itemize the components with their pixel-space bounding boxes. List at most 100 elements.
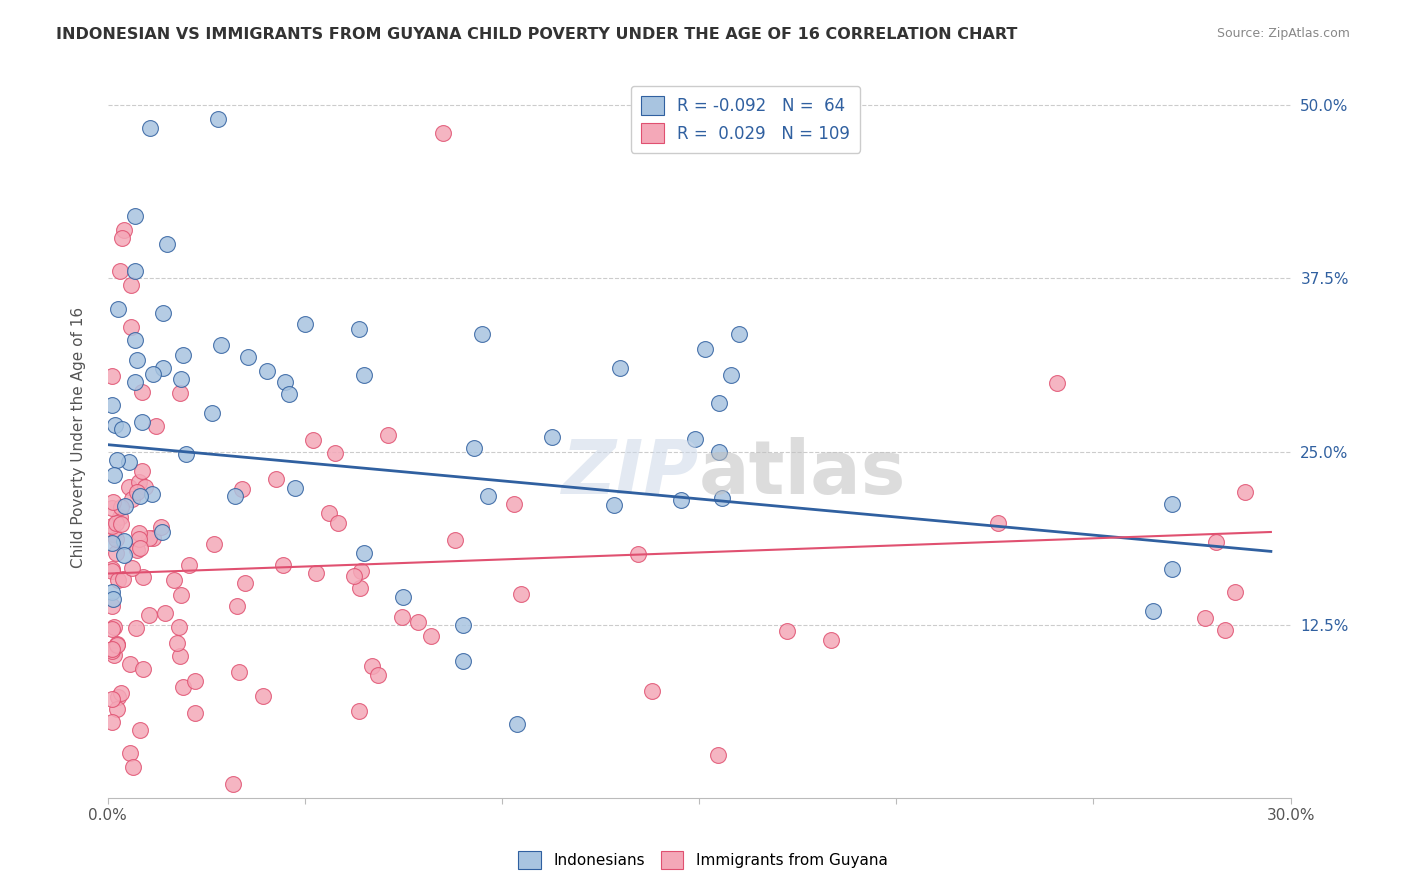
Point: [112, 534, 135, 549]
Point: [264, 471, 287, 485]
Point: [105, 638, 128, 652]
Point: [233, 575, 256, 590]
Point: [451, 617, 474, 632]
Point: [107, 573, 129, 587]
Point: [100, 644, 122, 658]
Point: [349, 581, 371, 595]
Point: [141, 367, 163, 381]
Point: [150, 524, 173, 539]
Point: [120, 746, 142, 760]
Point: [107, 690, 129, 705]
Point: [347, 321, 370, 335]
Point: [127, 484, 149, 499]
Point: [110, 686, 132, 700]
Point: [207, 112, 229, 126]
Point: [103, 495, 125, 509]
Point: [100, 562, 122, 576]
Point: [120, 278, 142, 293]
Point: [150, 520, 173, 534]
Point: [132, 570, 155, 584]
Point: [142, 531, 165, 545]
Point: [169, 648, 191, 663]
Point: [509, 587, 531, 601]
Text: INDONESIAN VS IMMIGRANTS FROM GUYANA CHILD POVERTY UNDER THE AGE OF 16 CORRELATI: INDONESIAN VS IMMIGRANTS FROM GUYANA CHI…: [56, 27, 1018, 42]
Point: [609, 361, 631, 376]
Point: [669, 493, 692, 508]
Point: [112, 223, 135, 237]
Point: [301, 433, 323, 447]
Point: [145, 418, 167, 433]
Point: [183, 706, 205, 721]
Point: [127, 543, 149, 558]
Point: [323, 446, 346, 460]
Point: [347, 704, 370, 718]
Point: [294, 317, 316, 331]
Point: [110, 500, 132, 514]
Point: [169, 372, 191, 386]
Point: [118, 480, 141, 494]
Point: [100, 599, 122, 614]
Point: [419, 629, 441, 643]
Point: [138, 607, 160, 622]
Point: [1046, 376, 1069, 391]
Point: [224, 489, 246, 503]
Point: [134, 479, 156, 493]
Point: [353, 368, 375, 383]
Point: [121, 491, 143, 506]
Point: [112, 572, 135, 586]
Point: [707, 396, 730, 410]
Point: [209, 338, 232, 352]
Point: [124, 209, 146, 223]
Point: [184, 674, 207, 689]
Point: [471, 326, 494, 341]
Point: [132, 662, 155, 676]
Point: [103, 467, 125, 482]
Point: [104, 418, 127, 433]
Point: [1205, 534, 1227, 549]
Point: [121, 561, 143, 575]
Point: [103, 648, 125, 662]
Point: [987, 516, 1010, 530]
Point: [100, 369, 122, 384]
Point: [820, 633, 842, 648]
Point: [163, 574, 186, 588]
Point: [392, 590, 415, 604]
Point: [129, 541, 152, 556]
Point: [685, 432, 707, 446]
Point: [710, 491, 733, 505]
Point: [318, 506, 340, 520]
Point: [179, 558, 201, 572]
Point: [103, 620, 125, 634]
Point: [377, 428, 399, 442]
Point: [169, 386, 191, 401]
Point: [406, 615, 429, 629]
Point: [156, 236, 179, 251]
Point: [707, 445, 730, 459]
Point: [152, 361, 174, 376]
Point: [131, 384, 153, 399]
Point: [125, 353, 148, 368]
Point: [505, 717, 527, 731]
Point: [603, 499, 626, 513]
Point: [432, 126, 454, 140]
Point: [128, 526, 150, 541]
Point: [112, 548, 135, 562]
Point: [118, 455, 141, 469]
Point: [114, 499, 136, 513]
Point: [105, 702, 128, 716]
Point: [204, 537, 226, 551]
Point: [100, 622, 122, 636]
Point: [100, 501, 122, 516]
Point: [105, 453, 128, 467]
Point: [118, 657, 141, 672]
Point: [775, 624, 797, 639]
Point: [105, 532, 128, 546]
Point: [641, 684, 664, 698]
Point: [100, 398, 122, 412]
Point: [122, 760, 145, 774]
Point: [200, 406, 222, 420]
Point: [100, 564, 122, 578]
Y-axis label: Child Poverty Under the Age of 16: Child Poverty Under the Age of 16: [72, 307, 86, 568]
Legend: R = -0.092   N =  64, R =  0.029   N = 109: R = -0.092 N = 64, R = 0.029 N = 109: [631, 86, 860, 153]
Point: [124, 376, 146, 390]
